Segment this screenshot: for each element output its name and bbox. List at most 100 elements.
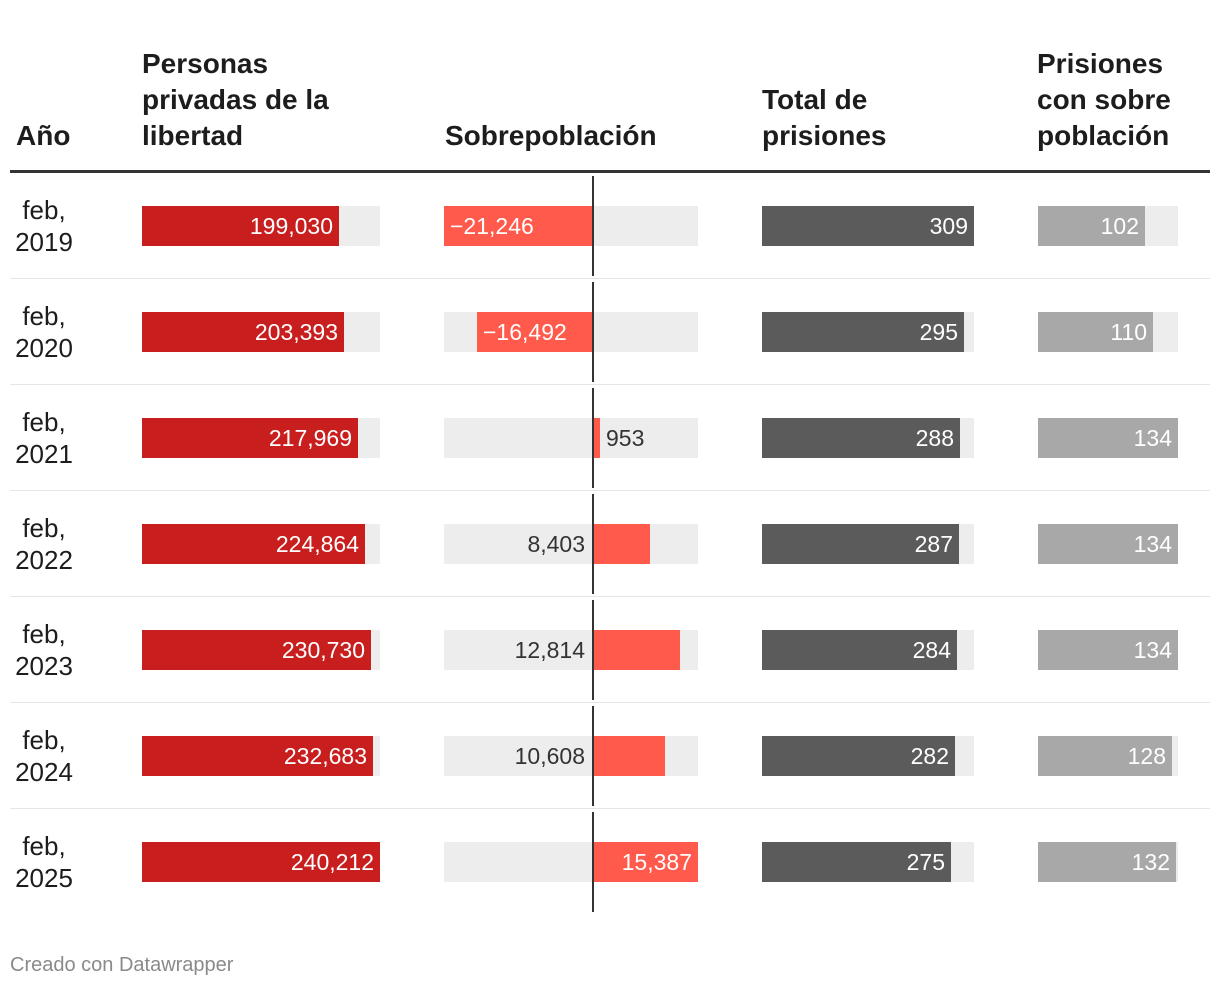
footer-credit: Creado con Datawrapper (10, 954, 234, 976)
persons-track: 203,393 (142, 312, 380, 352)
prisons-overpopulated-track: 128 (1038, 736, 1178, 776)
prisons-overpopulated-bar (1038, 418, 1178, 458)
total-prisons-value-label: 282 (910, 743, 949, 769)
total-prisons-track: 309 (762, 206, 974, 246)
year-cell-line: feb, (22, 301, 66, 331)
year-cell-line: 2020 (15, 333, 73, 363)
prisons-overpopulated-bar (1038, 842, 1176, 882)
persons-bar (142, 418, 358, 458)
persons-track: 230,730 (142, 630, 380, 670)
total-prisons-track: 288 (762, 418, 974, 458)
persons-bar (142, 524, 365, 564)
overpopulation-zero-line (592, 176, 594, 276)
total-prisons-track: 287 (762, 524, 974, 564)
persons-track: 217,969 (142, 418, 380, 458)
header-prisons-over-line: con sobre (1037, 84, 1171, 115)
prisons-overpopulated-track: 132 (1038, 842, 1178, 882)
row-divider (10, 702, 1210, 703)
year-cell-line: 2019 (15, 227, 73, 257)
persons-value-label: 240,212 (290, 849, 374, 875)
overpopulation-bar (593, 630, 680, 670)
prisons-overpopulated-track: 102 (1038, 206, 1178, 246)
year-cell: feb, 2024 (10, 724, 78, 788)
overpopulation-value-label: 10,608 (514, 743, 585, 769)
prisons-overpopulated-track: 134 (1038, 630, 1178, 670)
overpopulation-bar (593, 524, 650, 564)
overpopulation-track: 15,387 (444, 842, 698, 882)
overpopulation-value-label: −16,492 (483, 319, 567, 345)
header-total-line: prisiones (762, 120, 887, 151)
total-prisons-bar (762, 524, 959, 564)
overpopulation-track: −16,492 (444, 312, 698, 352)
total-prisons-bar (762, 418, 960, 458)
year-cell: feb, 2025 (10, 830, 78, 894)
year-cell-line: feb, (22, 513, 66, 543)
year-cell-line: 2021 (15, 439, 73, 469)
total-prisons-bar (762, 312, 964, 352)
year-cell: feb, 2021 (10, 406, 78, 470)
prisons-overpopulated-track: 134 (1038, 524, 1178, 564)
persons-value-label: 232,683 (283, 743, 367, 769)
prisons-overpopulated-bar (1038, 736, 1172, 776)
total-prisons-bar (762, 630, 957, 670)
overpopulation-track: 12,814 (444, 630, 698, 670)
overpopulation-bar (593, 736, 665, 776)
year-cell: feb, 2023 (10, 618, 78, 682)
overpopulation-track: 953 (444, 418, 698, 458)
header-prisons-over-line: población (1037, 120, 1170, 151)
year-cell: feb, 2022 (10, 512, 78, 576)
persons-bar (142, 312, 344, 352)
overpopulation-bar (444, 206, 593, 246)
row-divider (10, 384, 1210, 385)
overpopulation-zero-line (592, 494, 594, 594)
header-prisons-overpopulated: Prisiones con sobre población (1037, 46, 1171, 154)
persons-bar (142, 630, 371, 670)
total-prisons-track: 275 (762, 842, 974, 882)
overpopulation-track: 10,608 (444, 736, 698, 776)
persons-value-label: 199,030 (249, 213, 333, 239)
header-persons-line: libertad (142, 120, 244, 151)
total-prisons-bar (762, 842, 951, 882)
year-cell-line: 2024 (15, 757, 73, 787)
total-prisons-track: 295 (762, 312, 974, 352)
total-prisons-value-label: 275 (906, 849, 945, 875)
prisons-overpopulated-bar (1038, 630, 1178, 670)
year-cell: feb, 2019 (10, 194, 78, 258)
year-cell-line: feb, (22, 831, 66, 861)
total-prisons-track: 284 (762, 630, 974, 670)
persons-track: 199,030 (142, 206, 380, 246)
overpopulation-bar (593, 418, 600, 458)
header-year: Año (16, 120, 71, 151)
header-prisons-over-line: Prisiones (1037, 48, 1164, 79)
overpopulation-track: 8,403 (444, 524, 698, 564)
header-total-line: Total de (762, 84, 868, 115)
persons-track: 232,683 (142, 736, 380, 776)
prisons-overpopulated-track: 110 (1038, 312, 1178, 352)
total-prisons-value-label: 288 (915, 425, 954, 451)
prisons-overpopulated-bar (1038, 524, 1178, 564)
header-overpopulation: Sobrepoblación (445, 120, 657, 151)
overpopulation-track: −21,246 (444, 206, 698, 246)
header-persons-line: privadas de la (142, 84, 329, 115)
year-cell-line: 2025 (15, 863, 73, 893)
persons-track: 224,864 (142, 524, 380, 564)
prisons-overpopulated-value-label: 128 (1127, 743, 1166, 769)
persons-bar (142, 206, 339, 246)
total-prisons-value-label: 309 (929, 213, 968, 239)
year-cell: feb, 2020 (10, 300, 78, 364)
header-persons: Personas privadas de la libertad (142, 46, 329, 154)
header-persons-line: Personas (142, 48, 269, 79)
overpopulation-value-label: 12,814 (514, 637, 585, 663)
prisons-overpopulated-bar (1038, 312, 1153, 352)
prisons-overpopulated-track: 134 (1038, 418, 1178, 458)
prisons-overpopulated-value-label: 134 (1133, 425, 1172, 451)
year-cell-line: feb, (22, 195, 66, 225)
overpopulation-value-label: 15,387 (621, 849, 692, 875)
total-prisons-value-label: 284 (912, 637, 951, 663)
persons-value-label: 224,864 (275, 531, 359, 557)
total-prisons-bar (762, 736, 955, 776)
overpopulation-zero-line (592, 388, 594, 488)
overpopulation-zero-line (592, 812, 594, 912)
total-prisons-value-label: 287 (914, 531, 953, 557)
prisons-overpopulated-value-label: 132 (1131, 849, 1170, 875)
